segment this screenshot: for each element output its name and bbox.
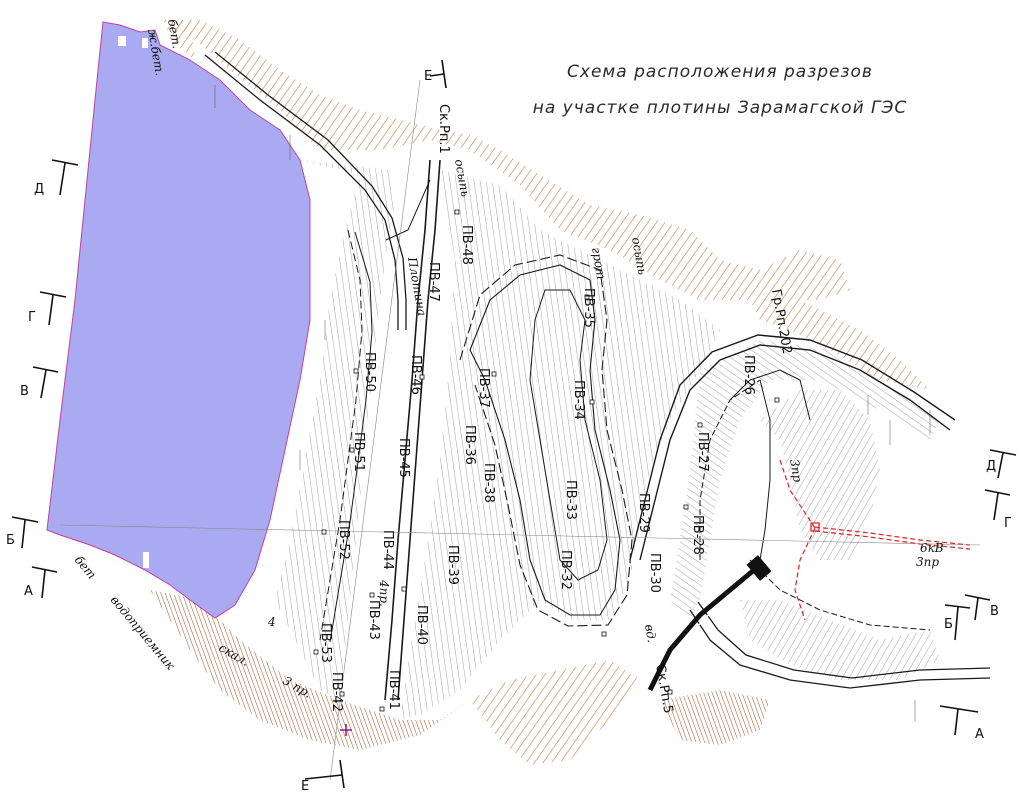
section-e-bottom: Е bbox=[301, 779, 309, 794]
label-4pr: 4пр. bbox=[377, 579, 391, 607]
survey-marker-icon bbox=[340, 724, 352, 736]
well-pv28: ПВ-28 bbox=[690, 515, 705, 555]
well-pv47: ПВ-47 bbox=[426, 262, 441, 302]
section-a-left: А bbox=[24, 584, 33, 599]
well-pv30: ПВ-30 bbox=[647, 553, 662, 593]
label-grot: грот bbox=[589, 246, 608, 280]
well-pv32: ПВ-32 bbox=[558, 550, 573, 590]
section-g-left: Г bbox=[28, 310, 36, 325]
well-pv45: ПВ-45 bbox=[396, 438, 411, 478]
well-pv50: ПВ-50 bbox=[362, 352, 377, 392]
well-pv38: ПВ-38 bbox=[481, 463, 496, 503]
well-pv40: ПВ-40 bbox=[414, 605, 429, 645]
well-pv27: ПВ-27 bbox=[695, 432, 710, 472]
transformer-icon bbox=[810, 522, 820, 532]
label-6kv: 6кВ bbox=[920, 541, 944, 555]
well-pv37: ПВ-37 bbox=[476, 368, 491, 408]
well-pv34: ПВ-34 bbox=[571, 380, 586, 420]
well-pv43: ПВ-43 bbox=[366, 600, 381, 640]
label-3pr-b: 3пр bbox=[787, 458, 805, 483]
section-markers bbox=[11, 59, 1017, 789]
well-pv41: ПВ-41 bbox=[386, 670, 401, 710]
map-title-line1: Схема расположения разрезов bbox=[567, 62, 873, 82]
label-osyp-2: осыпь bbox=[629, 236, 649, 276]
section-b-left: Б bbox=[6, 533, 15, 548]
section-v-right: В bbox=[990, 604, 999, 619]
well-pv26: ПВ-26 bbox=[741, 355, 756, 395]
label-vd: вд. bbox=[642, 623, 659, 644]
section-e-top: Е bbox=[424, 69, 432, 84]
well-pv29: ПВ-29 bbox=[636, 493, 651, 533]
well-pv42: ПВ-42 bbox=[329, 672, 344, 712]
spillway-structure bbox=[647, 555, 772, 692]
well-pv35: ПВ-35 bbox=[581, 288, 596, 328]
section-b-right: Б bbox=[944, 617, 953, 632]
label-plotina: Плотина bbox=[405, 255, 429, 317]
section-lines bbox=[59, 79, 981, 781]
well-pv39: ПВ-39 bbox=[445, 545, 460, 585]
label-bet-top: бет. bbox=[165, 18, 184, 50]
map-title-line2: на участке плотины Зарамагской ГЭС bbox=[532, 98, 908, 118]
slope-terrain bbox=[275, 160, 940, 720]
section-d-left: Д bbox=[34, 182, 44, 197]
rock-terrain bbox=[150, 20, 930, 765]
label-4: 4 bbox=[267, 615, 276, 629]
section-v-left: В bbox=[20, 384, 29, 399]
reservoir-notches bbox=[90, 36, 264, 594]
well-pv46: ПВ-46 bbox=[408, 355, 423, 395]
label-3pr-kv: 3пр bbox=[916, 555, 939, 569]
serpentine-roads bbox=[459, 254, 991, 689]
label-osyp-1: осыпь bbox=[452, 158, 472, 198]
section-g-right: Г bbox=[1004, 516, 1012, 531]
reservoir bbox=[46, 21, 311, 619]
power-lines bbox=[779, 459, 971, 621]
section-d-right: Д bbox=[986, 459, 996, 474]
well-pv52: ПВ-52 bbox=[336, 520, 351, 560]
well-pv36: ПВ-36 bbox=[462, 425, 477, 465]
label-sk-rp1: Ск.Рп.1 bbox=[436, 104, 451, 154]
well-pv53: ПВ-53 bbox=[318, 623, 333, 663]
well-pv44: ПВ-44 bbox=[380, 530, 395, 570]
section-a-right: А bbox=[975, 727, 984, 742]
boreholes bbox=[313, 209, 780, 712]
dam-crest bbox=[204, 51, 441, 701]
elevation-ticks bbox=[214, 85, 931, 722]
well-pv33: ПВ-33 bbox=[563, 480, 578, 520]
well-pv48: ПВ-48 bbox=[459, 225, 474, 265]
well-pv51: ПВ-51 bbox=[351, 432, 366, 472]
well-labels: ПВ-48 ПВ-47 ПВ-46 ПВ-45 ПВ-44 ПВ-43 ПВ-4… bbox=[318, 225, 756, 712]
